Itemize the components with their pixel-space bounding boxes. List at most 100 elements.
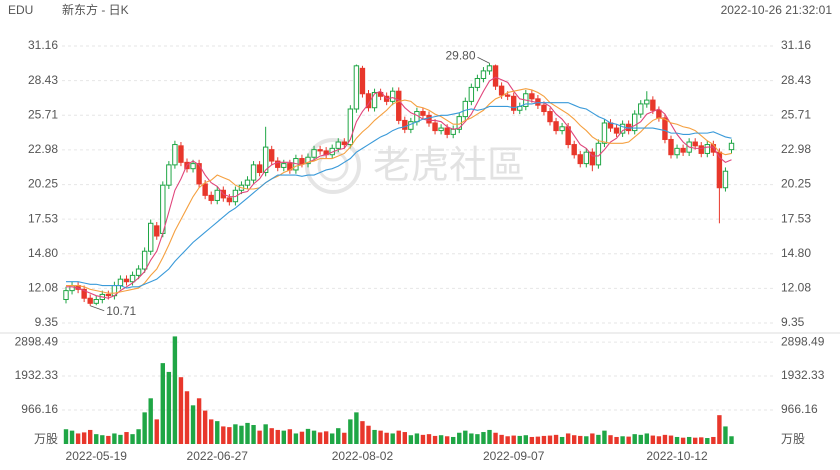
volume-bar <box>553 434 559 444</box>
volume-bar <box>190 405 196 444</box>
timestamp: 2022-10-26 21:32:01 <box>721 3 833 17</box>
candle-body <box>589 151 596 166</box>
volume-bar <box>75 433 81 444</box>
candle-body <box>444 127 450 135</box>
volume-bar <box>118 434 123 444</box>
volume-bar <box>451 436 456 444</box>
volume-bar <box>396 430 401 444</box>
max-leader <box>477 56 490 64</box>
y-tick-label: 31.16 <box>28 38 58 52</box>
volume-bar <box>100 435 105 444</box>
volume-bar <box>680 437 686 444</box>
candle-body <box>347 108 354 146</box>
volume-bar <box>269 428 274 444</box>
volume-bar <box>584 436 589 444</box>
candle-body <box>166 164 172 186</box>
volume-bar <box>124 432 129 444</box>
candle-body <box>148 222 154 252</box>
candle-body <box>396 90 402 121</box>
volume-bar <box>106 435 111 444</box>
volume-bar <box>705 438 710 444</box>
volume-bar <box>233 424 238 444</box>
y-tick-label: 12.08 <box>28 280 58 294</box>
volume-bar <box>287 429 293 444</box>
volume-tick-label: 2898.49 <box>15 334 59 348</box>
candle-body <box>141 250 148 270</box>
moving-average <box>66 102 732 289</box>
candle-body <box>613 127 620 134</box>
candle-body <box>504 94 511 97</box>
x-tick-label: 2022-06-27 <box>187 449 249 463</box>
volume-bar <box>432 435 438 444</box>
candle-body <box>63 290 69 301</box>
volume-bar <box>469 433 474 444</box>
volume-bar <box>535 436 541 444</box>
volume-bar <box>602 430 607 444</box>
volume-bar <box>148 398 153 444</box>
candle-body <box>196 163 202 185</box>
candle-body <box>178 145 184 163</box>
volume-bar <box>323 431 329 444</box>
y-tick-label: 14.80 <box>28 246 58 260</box>
volume-bar <box>686 436 692 444</box>
moving-average <box>66 88 732 294</box>
candle-body <box>244 179 251 186</box>
candle-body <box>674 147 680 156</box>
candle-body <box>335 141 341 149</box>
candle-body <box>269 149 275 162</box>
volume-bar <box>275 429 280 444</box>
volume-bar <box>426 434 432 444</box>
candle-body <box>341 141 348 146</box>
candle-body <box>281 163 287 168</box>
volume-unit-right: 万股 <box>781 432 805 446</box>
volume-bar <box>632 434 637 444</box>
volume-bar <box>299 431 305 444</box>
x-tick-label: 2022-05-19 <box>66 449 128 463</box>
volume-bar <box>650 435 656 444</box>
candle-body <box>559 126 565 132</box>
volume-bar <box>693 437 698 444</box>
volume-bar <box>215 421 220 444</box>
ticker: EDU <box>8 3 33 17</box>
volume-tick-label-right: 1932.33 <box>781 368 825 382</box>
candle-body <box>123 278 130 283</box>
volume-bar <box>578 435 583 444</box>
volume-bar <box>227 427 232 444</box>
y-tick-label: 20.25 <box>28 177 58 191</box>
volume-bar <box>172 336 178 444</box>
volume-bar <box>572 435 577 444</box>
candle-body <box>644 99 650 105</box>
candle-body <box>390 90 396 102</box>
candle-body <box>135 268 142 276</box>
volume-bar <box>112 433 117 444</box>
volume-bar <box>142 412 147 444</box>
volume-bar <box>499 434 504 444</box>
volume-bar <box>438 435 444 444</box>
volume-bar <box>221 426 226 444</box>
volume-bar <box>245 422 250 444</box>
volume-tick-label-right: 966.16 <box>781 402 818 416</box>
candle-body <box>668 138 674 156</box>
y-tick-label-right: 28.43 <box>781 73 811 87</box>
min-leader <box>90 305 105 312</box>
volume-bar <box>457 432 462 444</box>
volume-bar <box>590 433 595 444</box>
volume-bar <box>136 429 141 444</box>
candle-body <box>172 144 178 166</box>
volume-bar <box>644 433 649 444</box>
candle-body <box>698 145 704 154</box>
candle-body <box>105 293 112 297</box>
candle-body <box>275 160 281 168</box>
volume-bar <box>638 434 643 444</box>
candle-body <box>547 111 553 123</box>
volume-bar <box>444 436 450 444</box>
candle-body <box>704 144 710 154</box>
volume-bar <box>529 436 535 444</box>
volume-bar <box>178 377 184 444</box>
volume-bar <box>69 430 75 444</box>
candle-body <box>680 147 686 153</box>
candle-body <box>117 278 124 287</box>
x-tick-label: 2022-10-12 <box>646 449 708 463</box>
volume-bar <box>281 430 286 444</box>
